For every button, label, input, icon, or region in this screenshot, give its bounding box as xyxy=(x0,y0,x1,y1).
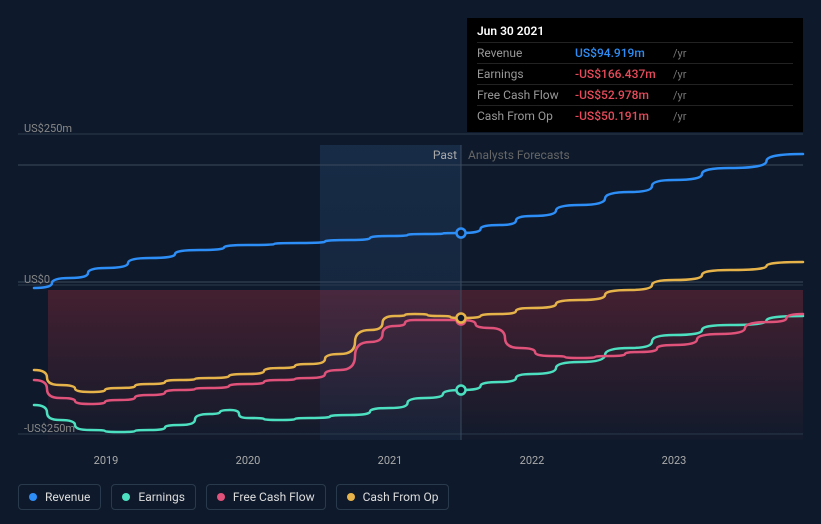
x-axis-label: 2022 xyxy=(520,454,545,467)
y-axis-label: US$250m xyxy=(24,122,72,135)
tooltip: Jun 30 2021 RevenueUS$94.919m/yrEarnings… xyxy=(467,18,803,132)
tooltip-row-unit: /yr xyxy=(673,66,686,84)
tooltip-row-value: -US$166.437m xyxy=(575,65,665,83)
legend-item-label: Earnings xyxy=(138,490,185,504)
legend-dot-icon xyxy=(122,493,130,501)
tooltip-row: Cash From Op -US$50.191m/yr xyxy=(477,105,793,126)
tooltip-row-unit: /yr xyxy=(673,87,686,105)
tooltip-row: Earnings -US$166.437m/yr xyxy=(477,63,793,84)
tooltip-row: Revenue US$94.919m/yr xyxy=(477,42,793,63)
legend-item-label: Free Cash Flow xyxy=(233,490,315,504)
legend-dot-icon xyxy=(217,493,225,501)
tooltip-row-unit: /yr xyxy=(673,45,686,63)
forecast-region-label: Analysts Forecasts xyxy=(468,148,570,162)
tooltip-row-unit: /yr xyxy=(673,108,686,126)
x-axis-label: 2019 xyxy=(94,454,119,467)
x-axis-label: 2020 xyxy=(236,454,261,467)
tooltip-row-label: Cash From Op xyxy=(477,107,567,125)
past-region-label: Past xyxy=(433,148,457,162)
y-axis-label: US$0 xyxy=(24,273,50,286)
financial-chart: Jun 30 2021 RevenueUS$94.919m/yrEarnings… xyxy=(0,0,821,524)
tooltip-row-label: Free Cash Flow xyxy=(477,86,567,104)
tooltip-row-label: Earnings xyxy=(477,65,567,83)
y-axis-label: -US$250m xyxy=(24,422,75,435)
legend-item-revenue[interactable]: Revenue xyxy=(18,484,101,510)
legend-item-fcf[interactable]: Free Cash Flow xyxy=(206,484,326,510)
x-axis-label: 2021 xyxy=(378,454,403,467)
x-axis-label: 2023 xyxy=(662,454,687,467)
tooltip-row-label: Revenue xyxy=(477,44,567,62)
legend-item-cfo[interactable]: Cash From Op xyxy=(336,484,450,510)
tooltip-row-value: -US$50.191m xyxy=(575,107,665,125)
tooltip-date: Jun 30 2021 xyxy=(477,24,793,38)
legend-item-label: Revenue xyxy=(45,490,90,504)
tooltip-row-value: -US$52.978m xyxy=(575,86,665,104)
legend-item-label: Cash From Op xyxy=(363,490,439,504)
tooltip-row: Free Cash Flow -US$52.978m/yr xyxy=(477,84,793,105)
legend-dot-icon xyxy=(29,493,37,501)
legend-dot-icon xyxy=(347,493,355,501)
legend: Revenue Earnings Free Cash Flow Cash From O… xyxy=(18,484,449,510)
tooltip-row-value: US$94.919m xyxy=(575,44,665,62)
legend-item-earnings[interactable]: Earnings xyxy=(111,484,196,510)
